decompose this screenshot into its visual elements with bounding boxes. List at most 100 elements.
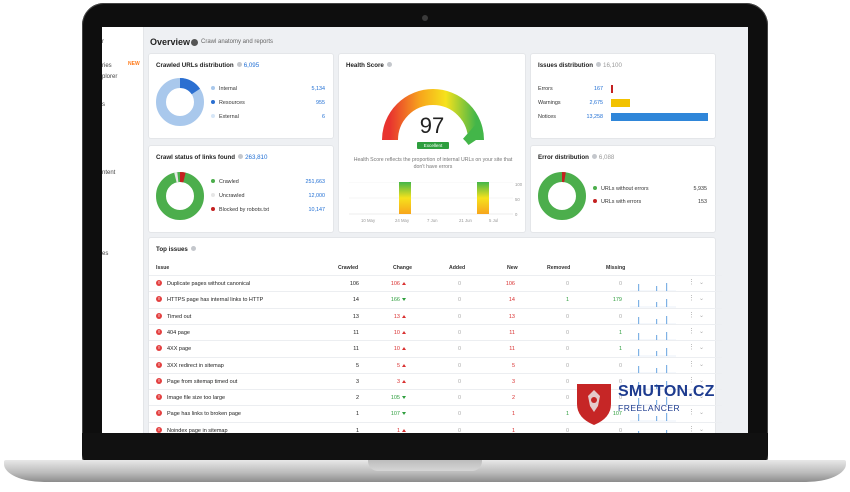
issue-name[interactable]: Timed out: [167, 313, 192, 320]
sidebar-item[interactable]: ntent: [102, 170, 116, 176]
table-row[interactable]: ! Timed out 13 13 0 13 0 0 ⋮ ⌄: [149, 307, 722, 324]
legend-resources[interactable]: Resources: [211, 100, 245, 106]
missing-value[interactable]: 1: [618, 329, 622, 336]
removed-value[interactable]: 0: [565, 313, 569, 320]
crawled-value[interactable]: 11: [353, 329, 359, 336]
issues-label[interactable]: Errors: [538, 86, 553, 92]
issues-value[interactable]: 2,675: [589, 100, 604, 106]
crawled-value[interactable]: 1: [355, 411, 359, 418]
issue-name[interactable]: 4XX page: [167, 346, 192, 353]
crawled-value[interactable]: 2: [355, 395, 359, 402]
missing-value[interactable]: 0: [618, 427, 622, 433]
play-icon[interactable]: [191, 39, 198, 46]
removed-value[interactable]: 0: [565, 329, 569, 336]
legend-urls-with-errors[interactable]: URLs with errors: [593, 199, 641, 205]
legend-value[interactable]: 6: [322, 114, 325, 120]
more-options-icon[interactable]: ⋮: [688, 327, 695, 335]
more-options-icon[interactable]: ⋮: [688, 409, 695, 417]
missing-value[interactable]: 0: [618, 395, 622, 402]
removed-value[interactable]: 0: [565, 346, 569, 353]
new-value[interactable]: 3: [511, 378, 515, 385]
issue-name[interactable]: Image file size too large: [167, 395, 226, 402]
removed-value[interactable]: 1: [565, 411, 569, 418]
more-options-icon[interactable]: ⋮: [688, 344, 695, 352]
added-value[interactable]: 0: [457, 411, 461, 418]
legend-value[interactable]: 12,000: [308, 193, 326, 199]
issues-bar[interactable]: [611, 85, 613, 93]
added-value[interactable]: 0: [457, 362, 461, 369]
help-icon[interactable]: [386, 62, 392, 67]
page-subtitle[interactable]: Crawl anatomy and reports: [201, 39, 274, 45]
new-value[interactable]: 2: [511, 395, 515, 402]
legend-external[interactable]: External: [211, 114, 239, 120]
issue-name[interactable]: 404 page: [167, 329, 190, 336]
new-value[interactable]: 14: [508, 297, 515, 304]
chevron-down-icon[interactable]: ⌄: [699, 296, 705, 303]
help-icon[interactable]: [190, 246, 196, 251]
issue-name[interactable]: Page from sitemap timed out: [167, 378, 238, 385]
help-icon[interactable]: [596, 62, 602, 67]
issues-bar[interactable]: [611, 99, 631, 107]
chevron-down-icon[interactable]: ⌄: [699, 410, 705, 417]
removed-value[interactable]: 0: [565, 281, 569, 287]
added-value[interactable]: 0: [457, 281, 461, 287]
chevron-down-icon[interactable]: ⌄: [699, 312, 705, 319]
legend-crawled[interactable]: Crawled: [211, 179, 239, 185]
removed-value[interactable]: 1: [565, 297, 569, 304]
issues-bar[interactable]: [611, 113, 708, 121]
column-header[interactable]: Issue: [156, 265, 170, 271]
chevron-down-icon[interactable]: ⌄: [699, 394, 705, 401]
legend-value[interactable]: 5,935: [693, 186, 708, 192]
new-value[interactable]: 13: [508, 313, 515, 320]
help-icon[interactable]: [236, 62, 242, 67]
missing-value[interactable]: 179: [612, 297, 622, 304]
help-icon[interactable]: [591, 154, 597, 159]
table-row[interactable]: ! Page from sitemap timed out 3 3 0 3 0 0 ⋮ ⌄: [149, 372, 722, 390]
sidebar-item[interactable]: es: [102, 251, 109, 257]
table-row[interactable]: ! 4XX page 11 10 0 11 0 1 ⋮ ⌄: [149, 340, 722, 357]
missing-value[interactable]: 0: [618, 362, 622, 369]
missing-value[interactable]: 107: [612, 411, 622, 418]
added-value[interactable]: 0: [457, 427, 461, 433]
sidebar-item[interactable]: r: [102, 39, 104, 45]
column-header[interactable]: Missing: [606, 265, 626, 271]
column-header[interactable]: Change: [393, 265, 413, 271]
crawled-value[interactable]: 13: [352, 313, 359, 320]
column-header[interactable]: New: [507, 265, 518, 271]
help-icon[interactable]: [238, 154, 244, 159]
more-options-icon[interactable]: ⋮: [688, 425, 695, 433]
column-header[interactable]: Added: [449, 265, 466, 271]
table-row[interactable]: ! 3XX redirect in sitemap 5 5 0 5 0 0 ⋮ ⌄: [149, 356, 722, 373]
legend-value[interactable]: 955: [316, 100, 325, 106]
issue-name[interactable]: HTTPS page has internal links to HTTP: [167, 297, 264, 304]
issues-label[interactable]: Warnings: [538, 100, 561, 106]
removed-value[interactable]: 0: [565, 378, 569, 385]
missing-value[interactable]: 0: [618, 378, 622, 385]
crawled-value[interactable]: 11: [353, 346, 359, 353]
legend-urls-without-errors[interactable]: URLs without errors: [593, 186, 649, 192]
more-options-icon[interactable]: ⋮: [688, 376, 695, 384]
crawled-value[interactable]: 3: [355, 378, 359, 385]
new-value[interactable]: 11: [509, 346, 515, 353]
legend-value[interactable]: 153: [698, 199, 707, 205]
added-value[interactable]: 0: [457, 329, 461, 336]
legend-uncrawled[interactable]: Uncrawled: [211, 193, 244, 199]
table-row[interactable]: ! Image file size too large 2 105 0 2 0 0 ⋮ ⌄: [149, 389, 722, 406]
more-options-icon[interactable]: ⋮: [688, 311, 695, 319]
new-value[interactable]: 1: [511, 411, 515, 418]
chevron-down-icon[interactable]: ⌄: [699, 328, 705, 335]
issue-name[interactable]: 3XX redirect in sitemap: [167, 362, 224, 369]
chevron-down-icon[interactable]: ⌄: [699, 280, 705, 286]
issues-value[interactable]: 13,258: [586, 114, 604, 120]
column-header[interactable]: Removed: [547, 265, 571, 271]
crawled-value[interactable]: 5: [355, 362, 359, 369]
more-options-icon[interactable]: ⋮: [688, 360, 695, 368]
crawled-value[interactable]: 14: [352, 297, 359, 304]
missing-value[interactable]: 1: [618, 346, 622, 353]
chevron-down-icon[interactable]: ⌄: [699, 361, 705, 368]
added-value[interactable]: 0: [457, 313, 461, 320]
removed-value[interactable]: 0: [565, 427, 569, 433]
table-row[interactable]: ! 404 page 11 10 0 11 0 1 ⋮ ⌄: [149, 323, 722, 341]
crawled-value[interactable]: 1: [355, 427, 359, 433]
column-header[interactable]: Crawled: [338, 265, 359, 271]
